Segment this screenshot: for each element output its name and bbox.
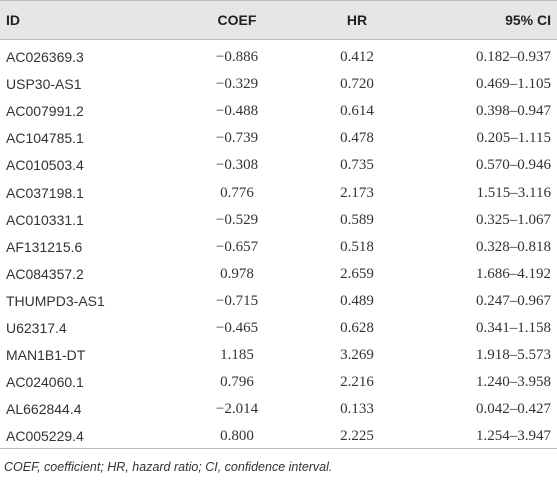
cell-hr: 0.518 xyxy=(340,238,374,255)
cell-ci: 0.042–0.427 xyxy=(476,401,551,418)
cell-id: USP30-AS1 xyxy=(6,76,82,93)
cell-hr: 3.269 xyxy=(340,347,374,364)
cell-coef: 1.185 xyxy=(220,347,254,364)
cell-id: AC007991.2 xyxy=(6,103,84,120)
cell-id: AF131215.6 xyxy=(6,238,83,255)
cell-ci: 0.469–1.105 xyxy=(476,76,551,93)
cell-coef: −0.739 xyxy=(215,130,259,147)
cell-hr: 0.489 xyxy=(340,292,374,309)
cell-hr: 0.614 xyxy=(340,103,374,120)
cell-coef: 0.776 xyxy=(220,184,254,201)
cell-coef: −0.465 xyxy=(215,320,259,336)
table-row: U62317.4 −0.465 0.628 0.341–1.158 xyxy=(0,316,557,343)
cell-id: AC010503.4 xyxy=(6,157,84,174)
table-row: AC024060.1 0.796 2.216 1.240–3.958 xyxy=(0,370,557,397)
cell-ci: 0.205–1.115 xyxy=(476,130,551,147)
cell-coef: 0.800 xyxy=(220,428,254,445)
cell-id: AC010331.1 xyxy=(6,211,84,228)
table-row: AC104785.1 −0.739 0.478 0.205–1.115 xyxy=(0,126,557,153)
cell-ci: 0.341–1.158 xyxy=(476,320,551,336)
header-id: ID xyxy=(6,12,20,28)
table-row: MAN1B1-DT 1.185 3.269 1.918–5.573 xyxy=(0,343,557,370)
cell-hr: 0.133 xyxy=(340,401,374,418)
cell-coef: −0.715 xyxy=(215,292,259,309)
table-row: AC010331.1 −0.529 0.589 0.325–1.067 xyxy=(0,208,557,235)
cell-hr: 0.589 xyxy=(340,211,374,228)
cell-ci: 1.240–3.958 xyxy=(476,374,551,391)
cell-hr: 2.173 xyxy=(340,184,374,201)
cell-ci: 0.182–0.937 xyxy=(476,49,551,65)
cell-ci: 1.515–3.116 xyxy=(476,184,551,201)
table-row: AC026369.3 −0.886 0.412 0.182–0.937 xyxy=(0,45,557,72)
header-ci: 95% CI xyxy=(505,12,551,28)
table-row: AC005229.4 0.800 2.225 1.254–3.947 xyxy=(0,424,557,451)
cell-ci: 0.570–0.946 xyxy=(476,157,551,174)
cell-coef: 0.796 xyxy=(220,374,254,391)
cell-hr: 2.225 xyxy=(340,428,374,445)
table-row: AF131215.6 −0.657 0.518 0.328–0.818 xyxy=(0,235,557,262)
header-hr: HR xyxy=(346,12,368,28)
table-row: AL662844.4 −2.014 0.133 0.042–0.427 xyxy=(0,397,557,424)
table-row: AC084357.2 0.978 2.659 1.686–4.192 xyxy=(0,262,557,289)
table-row: THUMPD3-AS1 −0.715 0.489 0.247–0.967 xyxy=(0,289,557,316)
cell-ci: 0.398–0.947 xyxy=(476,103,551,120)
cell-id: THUMPD3-AS1 xyxy=(6,292,105,309)
table-row: AC007991.2 −0.488 0.614 0.398–0.947 xyxy=(0,99,557,126)
cell-ci: 0.325–1.067 xyxy=(476,211,551,228)
cell-ci: 0.247–0.967 xyxy=(476,292,551,309)
table-row: USP30-AS1 −0.329 0.720 0.469–1.105 xyxy=(0,72,557,99)
cell-id: AC005229.4 xyxy=(6,428,84,445)
table-bottom-rule xyxy=(0,448,557,449)
cell-ci: 0.328–0.818 xyxy=(476,238,551,255)
table-header-row: ID COEF HR 95% CI xyxy=(0,0,557,40)
cell-id: U62317.4 xyxy=(6,320,67,336)
cell-hr: 0.735 xyxy=(340,157,374,174)
cell-hr: 2.216 xyxy=(340,374,374,391)
cell-hr: 0.412 xyxy=(340,49,374,65)
cell-coef: −0.657 xyxy=(215,238,259,255)
cell-hr: 0.720 xyxy=(340,76,374,93)
cell-id: AC084357.2 xyxy=(6,265,84,282)
cell-coef: −0.329 xyxy=(215,76,259,93)
table-footnote: COEF, coefficient; HR, hazard ratio; CI,… xyxy=(4,460,333,474)
cell-id: AC026369.3 xyxy=(6,49,84,65)
cell-hr: 0.628 xyxy=(340,320,374,336)
cell-coef: −0.886 xyxy=(215,49,259,65)
cell-ci: 1.254–3.947 xyxy=(476,428,551,445)
cell-ci: 1.918–5.573 xyxy=(476,347,551,364)
cell-hr: 0.478 xyxy=(340,130,374,147)
cell-coef: −0.308 xyxy=(215,157,259,174)
cell-id: AC037198.1 xyxy=(6,184,84,201)
cell-coef: 0.978 xyxy=(220,265,254,282)
cell-id: MAN1B1-DT xyxy=(6,347,86,364)
cell-coef: −0.529 xyxy=(215,211,259,228)
cell-id: AL662844.4 xyxy=(6,401,82,418)
cell-ci: 1.686–4.192 xyxy=(476,265,551,282)
cell-id: AC024060.1 xyxy=(6,374,84,391)
cell-id: AC104785.1 xyxy=(6,130,84,147)
table-row: AC010503.4 −0.308 0.735 0.570–0.946 xyxy=(0,153,557,180)
cell-hr: 2.659 xyxy=(340,265,374,282)
cell-coef: −2.014 xyxy=(215,401,259,418)
header-coef: COEF xyxy=(217,12,257,28)
table-row: AC037198.1 0.776 2.173 1.515–3.116 xyxy=(0,181,557,208)
cell-coef: −0.488 xyxy=(215,103,259,120)
